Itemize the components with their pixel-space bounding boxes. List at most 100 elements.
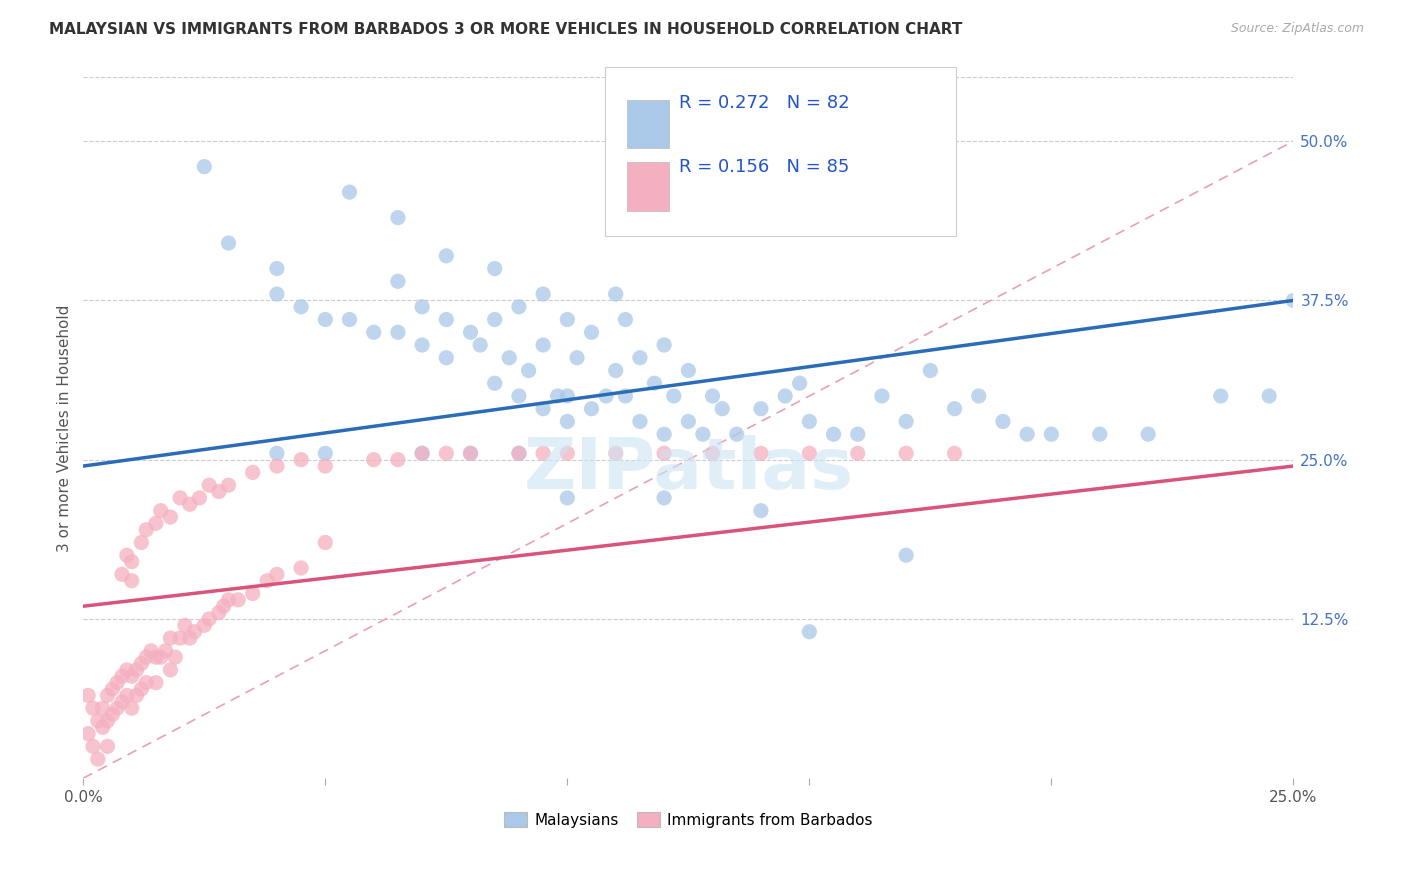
Point [218, 478, 240, 492]
Point [193, 618, 215, 632]
Point [111, 669, 134, 683]
Point [846, 446, 869, 460]
Point [434, 312, 457, 326]
Point [87, 752, 110, 766]
Point [266, 261, 288, 276]
Point [460, 326, 482, 340]
Point [531, 446, 554, 460]
Point [290, 452, 312, 467]
Point [101, 681, 124, 696]
Point [105, 701, 128, 715]
Point [411, 300, 433, 314]
Point [125, 689, 148, 703]
Point [101, 707, 124, 722]
Point [139, 644, 162, 658]
Point [314, 535, 336, 549]
Point [652, 427, 675, 442]
Point [131, 657, 153, 671]
Point [363, 452, 385, 467]
Point [628, 414, 651, 428]
Point [702, 446, 724, 460]
Point [595, 389, 617, 403]
Point [135, 523, 157, 537]
Point [266, 567, 288, 582]
Point [208, 484, 231, 499]
Point [1017, 427, 1039, 442]
Point [749, 503, 772, 517]
Point [789, 376, 811, 391]
Point [96, 689, 118, 703]
Point [115, 689, 138, 703]
Point [1258, 389, 1281, 403]
Point [96, 739, 118, 754]
Point [179, 631, 201, 645]
Text: R = 0.272   N = 82: R = 0.272 N = 82 [679, 94, 849, 112]
Point [111, 567, 134, 582]
Point [290, 300, 312, 314]
Point [711, 401, 734, 416]
Point [218, 592, 240, 607]
Point [121, 701, 143, 715]
Point [159, 631, 181, 645]
Point [605, 287, 627, 301]
Point [198, 612, 221, 626]
Point [498, 351, 520, 365]
Point [991, 414, 1014, 428]
Point [145, 516, 167, 531]
Point [565, 351, 588, 365]
Point [96, 714, 118, 728]
Point [1040, 427, 1063, 442]
Point [943, 446, 966, 460]
Point [159, 663, 181, 677]
Point [434, 446, 457, 460]
Point [266, 287, 288, 301]
Point [188, 491, 211, 505]
Point [339, 312, 361, 326]
Point [165, 650, 187, 665]
Point [870, 389, 893, 403]
Point [460, 446, 482, 460]
Point [508, 389, 530, 403]
Point [314, 312, 336, 326]
Point [387, 274, 409, 288]
Point [131, 681, 153, 696]
Point [434, 249, 457, 263]
Point [557, 414, 579, 428]
Point [208, 606, 231, 620]
Point [614, 389, 637, 403]
Point [115, 548, 138, 562]
Point [547, 389, 569, 403]
Point [242, 586, 264, 600]
Point [193, 160, 215, 174]
Point [149, 650, 172, 665]
Point [387, 452, 409, 467]
Point [105, 675, 128, 690]
Point [121, 574, 143, 588]
Y-axis label: 3 or more Vehicles in Household: 3 or more Vehicles in Household [58, 304, 72, 551]
Point [77, 726, 100, 740]
Point [652, 491, 675, 505]
Point [218, 236, 240, 251]
Point [111, 695, 134, 709]
Point [169, 631, 191, 645]
Point [198, 478, 221, 492]
Point [749, 446, 772, 460]
Point [411, 338, 433, 352]
Point [508, 446, 530, 460]
Point [266, 446, 288, 460]
Point [82, 701, 104, 715]
Point [517, 363, 540, 377]
Point [411, 446, 433, 460]
Point [484, 376, 506, 391]
Text: Source: ZipAtlas.com: Source: ZipAtlas.com [1230, 22, 1364, 36]
Point [846, 427, 869, 442]
Point [290, 561, 312, 575]
Point [894, 446, 917, 460]
Point [149, 503, 172, 517]
Point [652, 338, 675, 352]
Point [115, 663, 138, 677]
Point [799, 624, 821, 639]
Point [1282, 293, 1305, 308]
Point [226, 592, 249, 607]
Point [387, 326, 409, 340]
